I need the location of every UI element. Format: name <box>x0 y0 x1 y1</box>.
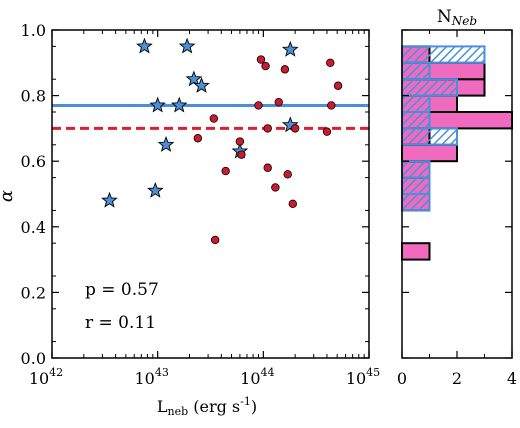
hist-x-tick-label: 4 <box>507 369 517 388</box>
circle-point-9 <box>263 124 272 133</box>
star-point-10 <box>281 40 299 57</box>
x-tick-label: 1043 <box>134 366 168 388</box>
solid-bar-0 <box>401 242 431 261</box>
star-point-0 <box>101 191 118 208</box>
circle-point-10 <box>263 163 272 172</box>
star-point-4 <box>157 136 175 152</box>
x-axis-label-unit-close: ) <box>251 397 257 416</box>
histogram-title-main: N <box>437 7 452 27</box>
scatter-points <box>101 37 343 245</box>
annotation-r: r = 0.11 <box>85 313 156 333</box>
scatter-panel: 0.0 0.2 0.4 0.6 0.8 1.0 1042 1043 1044 1045 p = 0… <box>0 21 380 418</box>
hatched-bar-12 <box>401 45 486 64</box>
star-point-1 <box>136 37 153 54</box>
x-axis-label-unit-sup: -1 <box>240 395 251 408</box>
circle-point-17 <box>322 127 332 136</box>
hatched-bar-11 <box>401 61 431 81</box>
circle-point-15 <box>288 199 297 209</box>
y-tick-label: 0.4 <box>21 218 46 237</box>
circle-point-6 <box>254 101 263 110</box>
star-point-3 <box>149 96 166 113</box>
y-tick-label: 0.8 <box>21 87 46 106</box>
x-axis-label-main: L <box>157 397 168 416</box>
solid-bar-6 <box>401 143 458 163</box>
x-axis-label-sub: neb <box>168 405 189 418</box>
circle-point-3 <box>221 166 230 176</box>
histogram-title-sub: Neb <box>451 14 477 28</box>
hatched-bar-5 <box>401 160 431 179</box>
star-point-2 <box>146 181 164 198</box>
circle-point-2 <box>210 235 220 245</box>
y-axis-label: α <box>0 190 17 202</box>
circle-point-14 <box>283 170 292 179</box>
y-tick-label: 0.0 <box>21 349 46 368</box>
y-tick-label: 0.2 <box>21 283 46 302</box>
circle-point-16 <box>290 124 300 133</box>
star-point-7 <box>185 70 203 87</box>
circle-point-5 <box>237 150 246 159</box>
histogram-panel: 0 2 4 NNeb <box>397 7 517 388</box>
circle-point-20 <box>333 81 343 90</box>
circle-point-13 <box>280 65 290 74</box>
histogram-title: NNeb <box>437 7 477 28</box>
x-axis-label-unit: (erg s <box>188 397 240 416</box>
hatched-bar-9 <box>401 94 431 113</box>
circle-point-1 <box>209 114 219 123</box>
histogram-ticks: 0 2 4 <box>397 29 517 388</box>
circle-point-7 <box>256 55 266 64</box>
y-tick-label: 1.0 <box>21 21 46 40</box>
y-tick-label: 0.6 <box>21 152 46 171</box>
x-tick-label: 1044 <box>240 366 274 388</box>
circle-point-4 <box>235 137 245 146</box>
circle-point-18 <box>326 58 335 67</box>
circle-point-8 <box>261 61 270 71</box>
hatched-bar-10 <box>401 78 458 97</box>
annotation-p: p = 0.57 <box>85 280 159 300</box>
hatched-bar-4 <box>401 176 431 196</box>
hatched-bar-3 <box>401 193 431 212</box>
reference-lines <box>52 103 369 130</box>
star-point-11 <box>281 116 299 133</box>
x-axis-label: Lneb (erg s-1) <box>157 395 257 418</box>
star-point-6 <box>178 37 196 54</box>
histogram-bars <box>401 45 513 261</box>
scatter-ticks: 0.0 0.2 0.4 0.6 0.8 1.0 1042 1043 1044 1045 <box>21 21 381 388</box>
circle-point-0 <box>193 134 203 143</box>
scatter-frame <box>51 29 370 359</box>
hist-x-tick-label: 2 <box>452 369 462 388</box>
circle-point-19 <box>327 101 336 110</box>
star-point-8 <box>193 77 210 93</box>
circle-point-11 <box>271 183 280 192</box>
circle-point-12 <box>274 97 283 107</box>
x-tick-label: 1045 <box>346 366 380 388</box>
star-point-5 <box>170 96 188 113</box>
hatched-bar-7 <box>401 127 458 146</box>
hatched-bar-8 <box>401 111 431 130</box>
hist-x-tick-label: 0 <box>397 369 407 388</box>
x-tick-label: 1042 <box>29 366 63 388</box>
